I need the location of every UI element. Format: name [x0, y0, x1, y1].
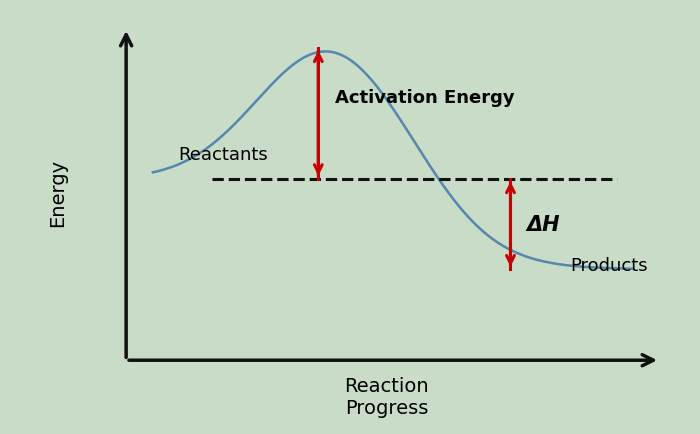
Text: ΔH: ΔH — [527, 214, 561, 234]
Text: Energy: Energy — [48, 159, 67, 227]
Text: Reactants: Reactants — [178, 145, 268, 163]
Text: Products: Products — [570, 257, 648, 275]
Text: Activation Energy: Activation Energy — [335, 89, 514, 107]
Text: Reaction
Progress: Reaction Progress — [344, 376, 429, 417]
